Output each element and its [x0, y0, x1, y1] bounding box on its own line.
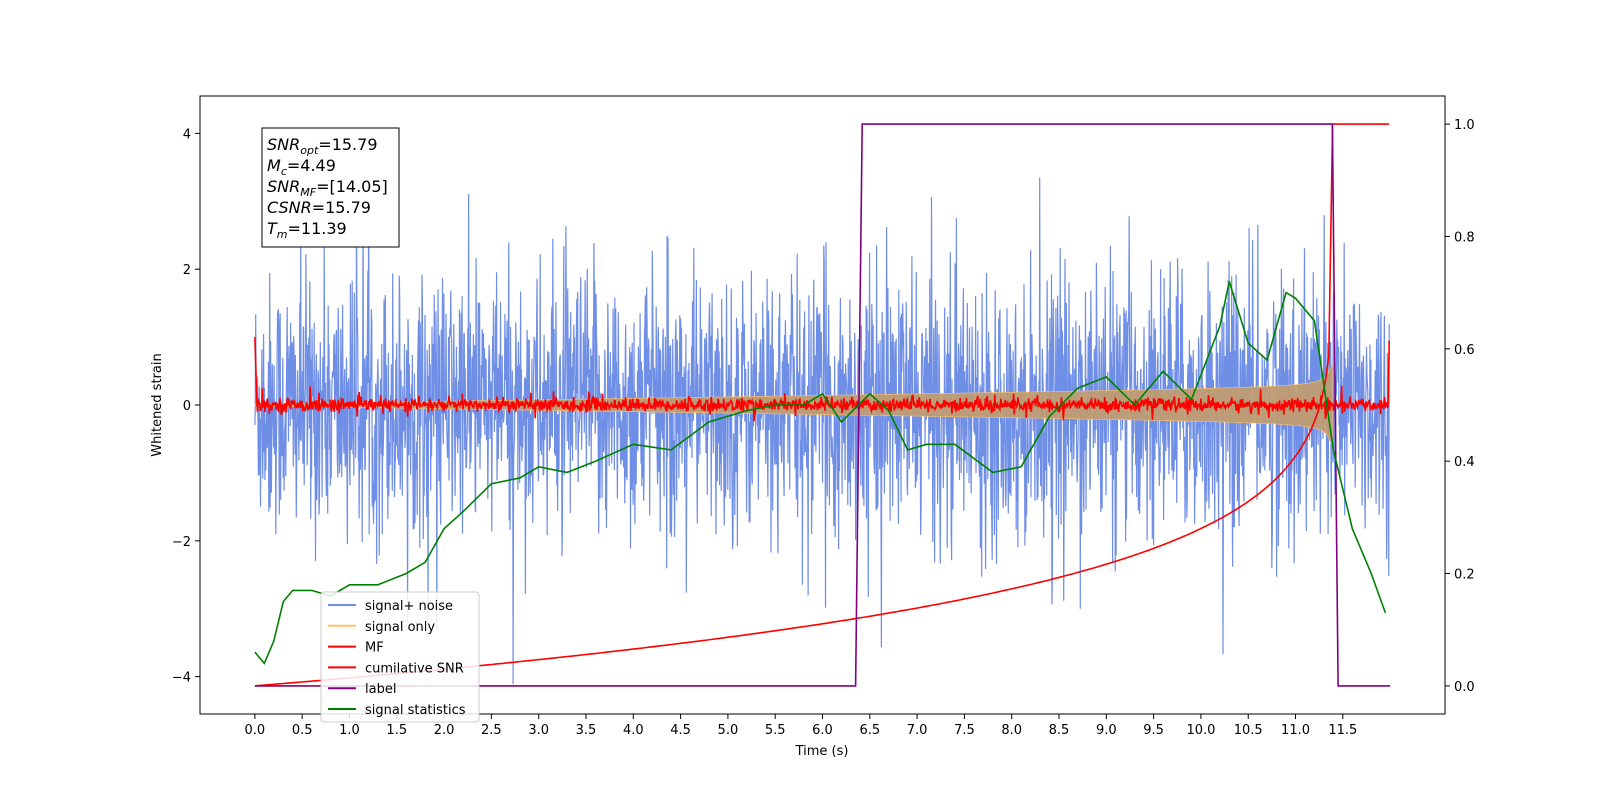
- y-axis-right: 0.0 0.2 0.4 0.6 0.8 1.0: [1445, 118, 1475, 695]
- info-line: Tm=11.39: [267, 219, 347, 241]
- x-tick-label: 8.5: [1049, 723, 1070, 738]
- x-tick-label: 0.5: [292, 723, 313, 738]
- y-tick-label: −4: [172, 671, 191, 686]
- y-tick-label: 4: [183, 127, 191, 142]
- series-mf: [254, 337, 1390, 422]
- x-tick-label: 1.0: [339, 723, 360, 738]
- x-tick-label: 3.5: [576, 723, 597, 738]
- x-tick-label: 10.5: [1234, 723, 1263, 738]
- info-box: SNRopt=15.79Mc=4.49SNRMF=[14.05]CSNR=15.…: [261, 127, 400, 248]
- y-tick-label: 0: [183, 399, 191, 414]
- x-axis: 0.0 0.5 1.0 1.5 2.0 2.5 3.0 3.5 4.0 4.5 5.0 5.5 6.0 6…: [245, 714, 1357, 738]
- x-tick-label: 5.5: [765, 723, 786, 738]
- info-line: CSNR=15.79: [267, 198, 371, 217]
- x-tick-label: 7.5: [954, 723, 975, 738]
- x-tick-label: 9.0: [1096, 723, 1117, 738]
- y2-tick-label: 0.4: [1454, 455, 1475, 470]
- info-line: SNRMF=[14.05]: [267, 177, 388, 199]
- x-tick-label: 6.5: [859, 723, 880, 738]
- x-tick-label: 11.5: [1328, 723, 1357, 738]
- x-tick-label: 2.0: [434, 723, 455, 738]
- x-tick-label: 4.5: [670, 723, 691, 738]
- legend-entry: MF: [365, 641, 384, 656]
- legend-frame: [320, 591, 480, 723]
- series-signal-statistics: [254, 281, 1387, 665]
- x-tick-label: 0.0: [245, 723, 266, 738]
- x-tick-label: 11.0: [1281, 723, 1310, 738]
- series-label: [254, 123, 1391, 687]
- info-box-frame: [261, 127, 400, 248]
- y2-tick-label: 0.8: [1454, 230, 1475, 245]
- x-tick-label: 9.5: [1143, 723, 1164, 738]
- y2-tick-label: 0.0: [1454, 680, 1475, 695]
- x-tick-label: 6.0: [812, 723, 833, 738]
- y-axis-label: Whitened strain: [150, 353, 165, 456]
- legend: signal+ noise signal only MF cumilative SNR…: [320, 591, 480, 723]
- x-axis-label: Time (s): [795, 744, 849, 759]
- y-tick-label: 2: [183, 263, 191, 278]
- legend-entry: label: [365, 682, 396, 697]
- x-tick-label: 2.5: [481, 723, 502, 738]
- legend-entry: signal statistics: [365, 703, 466, 718]
- y2-tick-label: 1.0: [1454, 118, 1475, 133]
- y-axis-left: −4 −2 0 2 4: [172, 127, 200, 686]
- legend-entry: signal+ noise: [365, 599, 453, 614]
- x-tick-label: 4.0: [623, 723, 644, 738]
- x-tick-label: 5.0: [718, 723, 739, 738]
- info-line: SNRopt=15.79: [267, 135, 378, 157]
- legend-entry: cumilative SNR: [365, 661, 464, 676]
- x-tick-label: 7.0: [907, 723, 928, 738]
- x-tick-label: 1.5: [386, 723, 407, 738]
- info-line: Mc=4.49: [267, 156, 336, 178]
- x-tick-label: 10.0: [1186, 723, 1215, 738]
- legend-entry: signal only: [365, 620, 435, 635]
- x-tick-label: 3.0: [528, 723, 549, 738]
- y2-tick-label: 0.6: [1454, 343, 1475, 358]
- y2-tick-label: 0.2: [1454, 568, 1475, 583]
- y-tick-label: −2: [172, 535, 191, 550]
- x-tick-label: 8.0: [1001, 723, 1022, 738]
